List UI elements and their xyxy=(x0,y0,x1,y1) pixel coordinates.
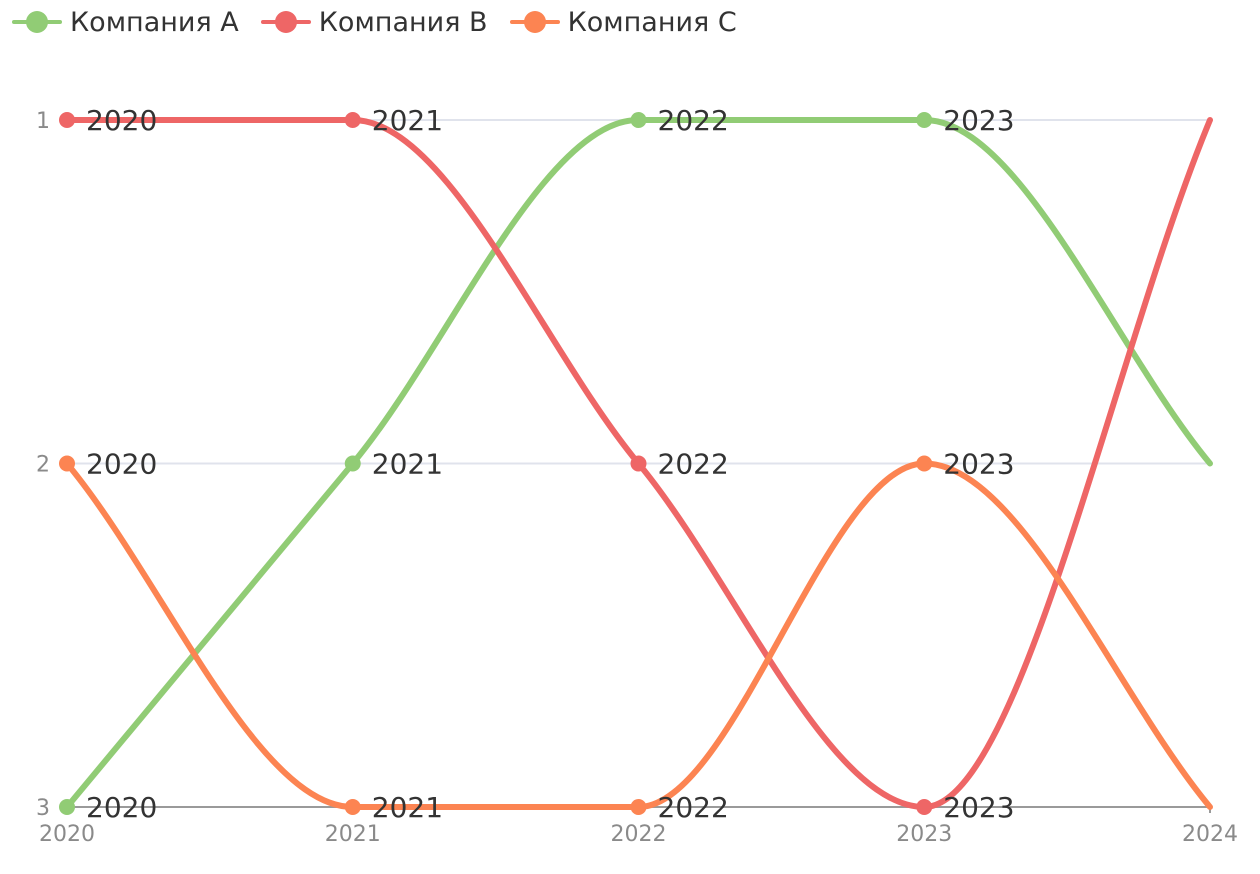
grid-lines xyxy=(67,119,1210,465)
y-tick-label: 2 xyxy=(36,453,50,478)
data-point[interactable] xyxy=(630,799,647,815)
x-tick-label: 2022 xyxy=(611,822,667,847)
legend-item[interactable]: Компания A xyxy=(12,4,239,40)
x-tick-label: 2024 xyxy=(1182,822,1238,847)
x-tick-label: 2020 xyxy=(39,822,95,847)
data-point[interactable] xyxy=(916,112,933,128)
point-labels: 2020 2021 2022 2023 2020 2021 2022 2023 2020 2021… xyxy=(86,104,1015,824)
y-tick-label: 1 xyxy=(36,109,50,134)
point-label: 2022 xyxy=(658,448,729,481)
y-tick-label: 3 xyxy=(36,796,50,821)
point-label: 2023 xyxy=(943,791,1014,824)
series-line xyxy=(64,116,1213,810)
point-label: 2023 xyxy=(943,448,1014,481)
data-point[interactable] xyxy=(59,455,75,472)
point-label: 2022 xyxy=(658,791,729,824)
point-label: 2021 xyxy=(372,104,443,137)
data-point[interactable] xyxy=(59,112,75,128)
legend-swatch xyxy=(260,4,311,40)
data-point[interactable] xyxy=(344,455,361,472)
point-label: 2020 xyxy=(86,791,157,824)
data-point[interactable] xyxy=(916,799,933,815)
legend-label: Компания A xyxy=(70,6,239,38)
point-label: 2022 xyxy=(658,104,729,137)
legend-item[interactable]: Компания C xyxy=(509,4,737,40)
legend-swatch xyxy=(509,4,560,40)
point-label: 2023 xyxy=(943,104,1014,137)
data-point[interactable] xyxy=(344,799,361,815)
legend-label: Компания C xyxy=(567,6,737,38)
data-point[interactable] xyxy=(630,455,647,472)
point-label: 2021 xyxy=(372,448,443,481)
series-line xyxy=(64,116,1213,810)
data-point[interactable] xyxy=(59,799,75,815)
point-label: 2020 xyxy=(86,104,157,137)
series-group xyxy=(59,112,1213,815)
x-tick-label: 2023 xyxy=(896,822,952,847)
data-point[interactable] xyxy=(630,112,647,128)
legend-swatch xyxy=(12,4,62,40)
x-tick-label: 2021 xyxy=(325,822,381,847)
data-point[interactable] xyxy=(916,455,933,472)
chart-legend: Компания A Компания B Компания C xyxy=(12,4,737,40)
data-point[interactable] xyxy=(344,112,361,128)
legend-label: Компания B xyxy=(318,6,488,38)
point-label: 2020 xyxy=(86,448,157,481)
point-label: 2021 xyxy=(372,791,443,824)
series-line xyxy=(64,460,1213,811)
legend-item[interactable]: Компания B xyxy=(260,4,488,40)
